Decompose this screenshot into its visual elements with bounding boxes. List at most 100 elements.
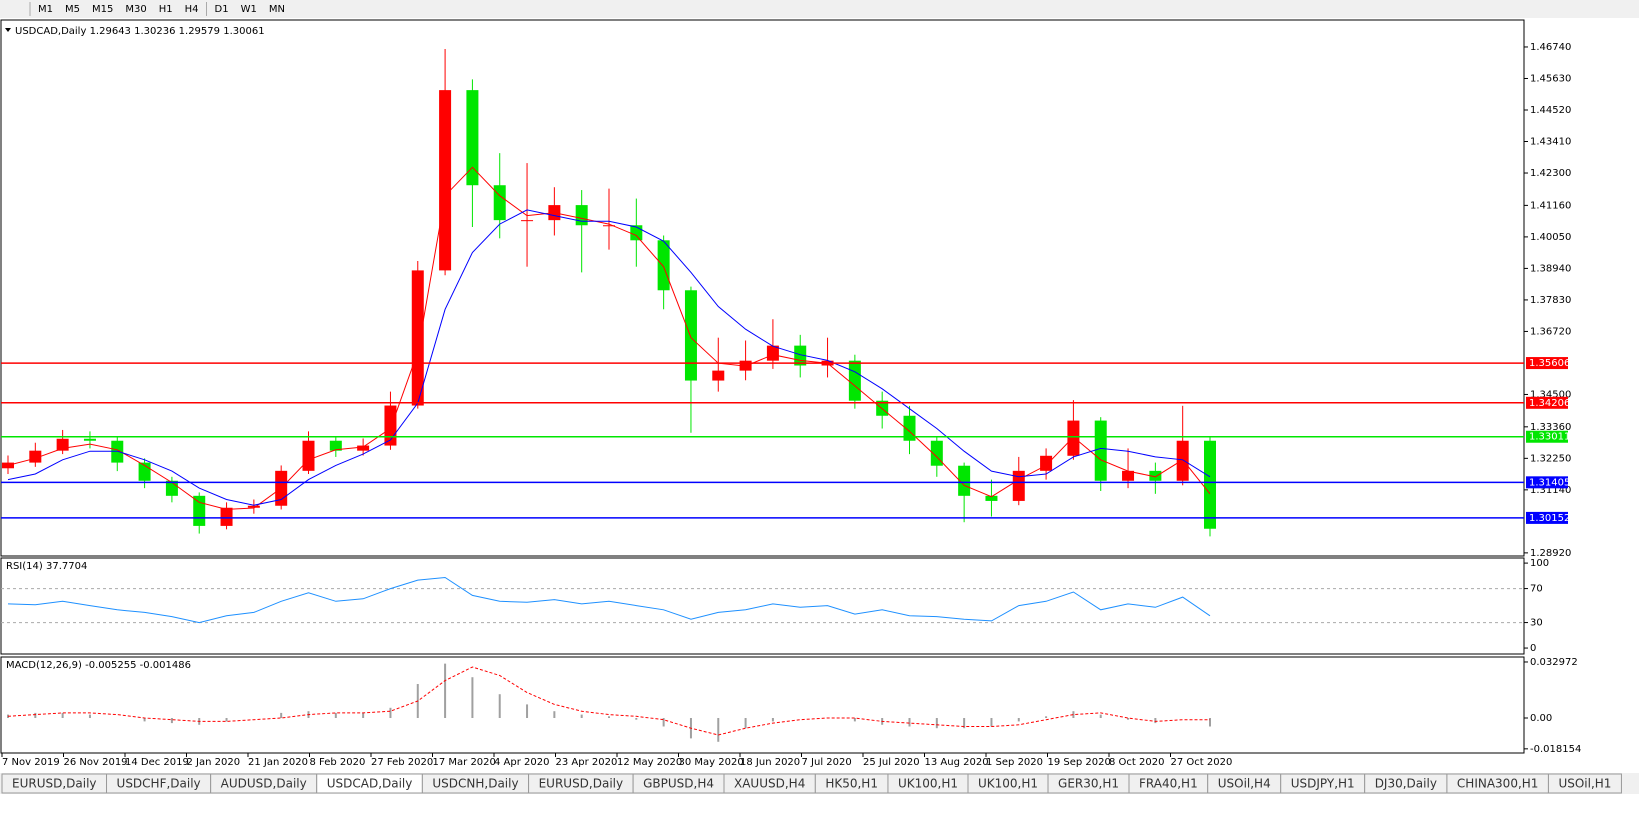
- tab-label[interactable]: USOil,H4: [1218, 777, 1271, 791]
- tab-label[interactable]: XAUUSD,H4: [734, 777, 805, 791]
- indicator-name: RSI(14): [6, 561, 43, 572]
- header-arrow: [5, 28, 11, 32]
- x-tick-label: 27 Feb 2020: [371, 757, 433, 768]
- candle-body: [466, 90, 479, 186]
- timeframe-button[interactable]: MN: [269, 4, 285, 15]
- y-tick-label: 100: [1530, 558, 1549, 569]
- y-tick-label: 1.36720: [1530, 326, 1571, 337]
- timeframe-button[interactable]: M1: [38, 4, 53, 15]
- candle-body: [657, 240, 670, 291]
- tab-label[interactable]: USDCHF,Daily: [117, 777, 201, 791]
- indicator-line: [7, 209, 1211, 506]
- quote: 1.30236: [134, 26, 175, 37]
- tab-label[interactable]: EURUSD,Daily: [12, 777, 97, 791]
- x-tick-label: 25 Jul 2020: [863, 757, 920, 768]
- tab-label[interactable]: USOil,H1: [1558, 777, 1611, 791]
- tab-label[interactable]: UK100,H1: [898, 777, 958, 791]
- level-label-box: [1526, 357, 1568, 370]
- x-tick-label: 2 Jan 2020: [187, 757, 241, 768]
- level-label-box: [1526, 430, 1568, 443]
- candle-body: [1176, 440, 1189, 481]
- candle-body: [712, 370, 725, 381]
- x-tick-label: 14 Dec 2019: [125, 757, 189, 768]
- timeframe-button[interactable]: M15: [92, 4, 113, 15]
- level-label: 1.33011: [1529, 432, 1570, 443]
- indicator-line: [7, 666, 1210, 736]
- candle-body: [985, 495, 998, 501]
- candle-body: [83, 438, 96, 441]
- y-tick-label: 30: [1530, 618, 1543, 629]
- timeframe-button[interactable]: H1: [159, 4, 173, 15]
- level-label-box: [1526, 511, 1568, 524]
- x-tick-label: 8 Oct 2020: [1109, 757, 1164, 768]
- candle-body: [848, 360, 861, 401]
- chart-header: USDCAD,Daily 1.29643 1.30236 1.29579 1.3…: [15, 26, 265, 37]
- timeframe-button[interactable]: M30: [125, 4, 146, 15]
- y-tick-label: 1.32250: [1530, 453, 1571, 464]
- macd-header: MACD(12,26,9) -0.005255 -0.001486: [6, 660, 191, 671]
- x-tick-label: 7 Nov 2019: [2, 757, 60, 768]
- candle-body: [521, 220, 534, 222]
- level-label-box: [1526, 396, 1568, 409]
- x-tick-label: 13 Aug 2020: [925, 757, 989, 768]
- y-tick-label: 1.34500: [1530, 389, 1571, 400]
- tab-label[interactable]: CHINA300,H1: [1457, 777, 1539, 791]
- tab-label[interactable]: DJ30,Daily: [1375, 777, 1437, 791]
- y-tick-label: 1.43410: [1530, 137, 1571, 148]
- level-label-box: [1526, 476, 1568, 489]
- timeframe-button[interactable]: W1: [241, 4, 257, 15]
- candle-body: [1149, 470, 1162, 481]
- tab-label[interactable]: HK50,H1: [825, 777, 878, 791]
- y-tick-label: -0.018154: [1530, 744, 1581, 755]
- quote: 1.29579: [179, 26, 220, 37]
- candle-body: [958, 465, 971, 496]
- tab-label[interactable]: FRA40,H1: [1139, 777, 1198, 791]
- rsi-header: RSI(14) 37.7704: [6, 561, 87, 572]
- tab-label[interactable]: GER30,H1: [1058, 777, 1119, 791]
- y-tick-label: 1.45630: [1530, 73, 1571, 84]
- candle-body: [575, 205, 588, 226]
- indicator-value: -0.001486: [140, 660, 191, 671]
- y-tick-label: 1.33360: [1530, 422, 1571, 433]
- rsi-panel: [0, 557, 1525, 655]
- level-label: 1.34206: [1529, 398, 1570, 409]
- y-tick-label: 1.46740: [1530, 42, 1571, 53]
- y-tick-label: 1.42300: [1530, 168, 1571, 179]
- timeframe-button[interactable]: D1: [215, 4, 229, 15]
- x-tick-label: 17 Mar 2020: [433, 757, 496, 768]
- price-panel: [0, 19, 1525, 557]
- candle-body: [1067, 420, 1080, 456]
- x-tick-label: 23 Apr 2020: [556, 757, 618, 768]
- y-tick-label: 0.032972: [1530, 657, 1578, 668]
- y-tick-label: 70: [1530, 584, 1543, 595]
- candle-body: [1122, 470, 1135, 481]
- x-tick-label: 27 Oct 2020: [1171, 757, 1233, 768]
- timeframe-button[interactable]: M5: [65, 4, 80, 15]
- tab-label[interactable]: USDJPY,H1: [1291, 777, 1355, 791]
- x-tick-label: 12 May 2020: [617, 757, 682, 768]
- tab-label[interactable]: AUDUSD,Daily: [221, 777, 307, 791]
- candle-body: [493, 185, 506, 221]
- symbol: USDCAD,Daily: [15, 26, 86, 37]
- tab-label[interactable]: USDCNH,Daily: [432, 777, 518, 791]
- x-tick-label: 18 Jun 2020: [740, 757, 800, 768]
- x-tick-label: 8 Feb 2020: [310, 757, 366, 768]
- quote: 1.29643: [90, 26, 131, 37]
- candle-body: [247, 505, 260, 508]
- tab-label[interactable]: USDCAD,Daily: [327, 777, 413, 791]
- y-tick-label: 1.28920: [1530, 548, 1571, 559]
- tab-label[interactable]: UK100,H1: [978, 777, 1038, 791]
- y-tick-label: 0.00: [1530, 713, 1552, 724]
- tab-label[interactable]: EURUSD,Daily: [539, 777, 624, 791]
- tab[interactable]: [1547, 773, 1622, 794]
- tab-label[interactable]: GBPUSD,H4: [643, 777, 714, 791]
- x-tick-label: 19 Sep 2020: [1048, 757, 1111, 768]
- candle-body: [357, 445, 370, 451]
- x-tick-label: 7 Jul 2020: [802, 757, 852, 768]
- timeframe-button[interactable]: H4: [185, 4, 199, 15]
- level-label: 1.31405: [1529, 477, 1570, 488]
- macd-panel: [0, 656, 1525, 754]
- candle-body: [56, 438, 69, 451]
- candle-body: [439, 90, 452, 271]
